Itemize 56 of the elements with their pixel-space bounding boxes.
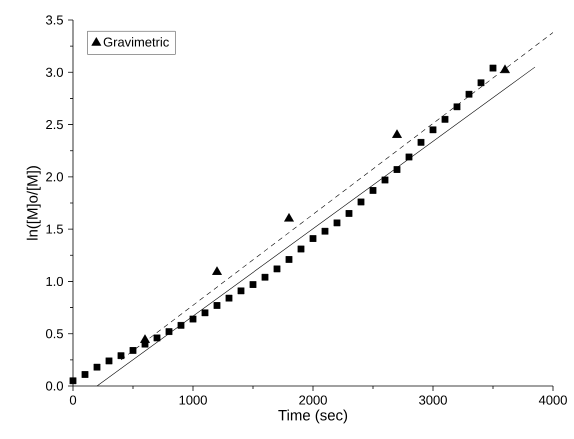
point (334, 219, 340, 226)
point (274, 265, 280, 272)
point (178, 322, 184, 329)
y-tick-label: 0.0 (46, 381, 63, 391)
point (382, 176, 388, 184)
point (490, 64, 496, 72)
point (250, 281, 256, 288)
y-axis-title: ln([M]o/[M]) (26, 166, 41, 240)
point (286, 256, 292, 263)
point (418, 138, 424, 146)
y-tick-label: 2.5 (46, 120, 63, 130)
x-tick-label: 3000 (419, 395, 447, 405)
point (202, 309, 208, 316)
point (190, 316, 196, 322)
x-axis-title: Time (sec) (278, 410, 348, 424)
y-tick-label: 3.5 (46, 15, 63, 25)
x-tick-label: 4000 (538, 395, 567, 405)
point (500, 64, 510, 74)
point (70, 377, 76, 384)
x-tick-label: 1000 (180, 395, 207, 405)
point (394, 166, 400, 173)
point (226, 294, 232, 302)
point (322, 228, 328, 235)
point (370, 187, 376, 194)
point (310, 235, 316, 242)
point (454, 103, 460, 110)
point (466, 90, 472, 98)
point (358, 198, 364, 206)
x-tick-label: 0 (70, 395, 76, 405)
point (154, 334, 160, 342)
point (392, 129, 402, 138)
point (118, 352, 124, 360)
point (406, 154, 412, 160)
point (284, 213, 294, 222)
point (238, 287, 244, 294)
point (442, 116, 448, 123)
y-tick-label: 1.0 (46, 276, 63, 286)
y-tick-label: 0.5 (46, 329, 63, 338)
point (106, 358, 112, 364)
point (94, 364, 100, 371)
point (130, 347, 136, 354)
point (82, 371, 88, 378)
y-tick-label: 1.5 (46, 224, 63, 234)
legend-label: Gravimetric (104, 37, 169, 47)
y-tick-label: 2.0 (46, 172, 63, 182)
point (346, 210, 352, 217)
point (212, 266, 222, 275)
point (214, 302, 220, 309)
x-tick-label: 2000 (299, 395, 327, 405)
y-tick-label: 3.0 (46, 68, 63, 77)
point (166, 328, 172, 336)
point (298, 246, 304, 252)
point (262, 274, 268, 281)
point (140, 334, 150, 343)
point (430, 126, 436, 134)
point (478, 79, 484, 86)
